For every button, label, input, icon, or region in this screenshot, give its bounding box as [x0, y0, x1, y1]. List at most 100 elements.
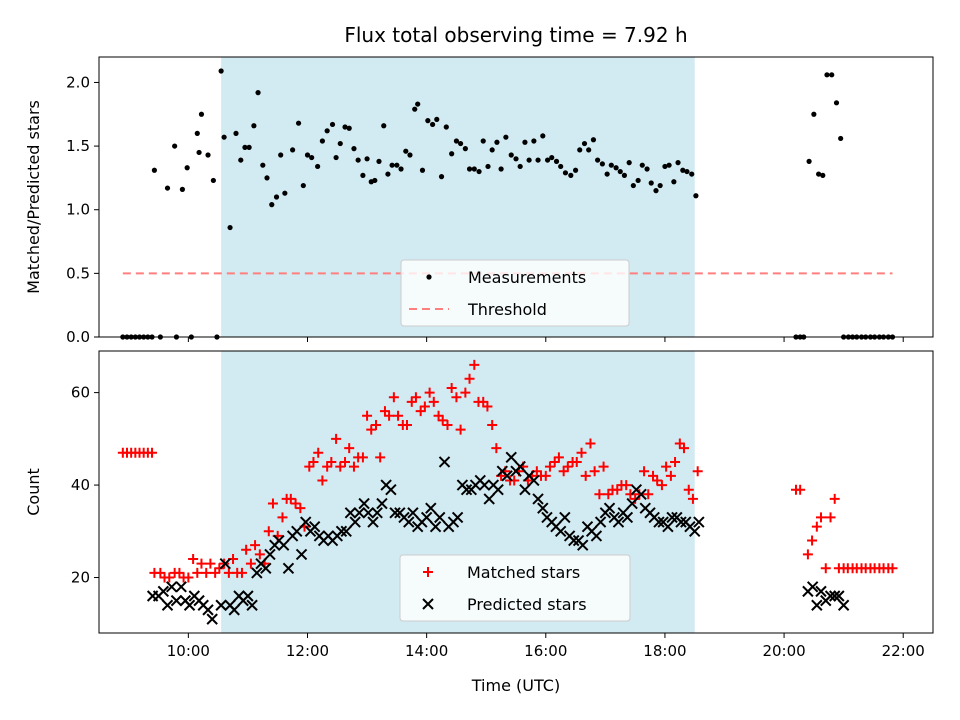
data-point — [621, 511, 634, 524]
series-predicted-stars — [146, 451, 850, 625]
data-point — [553, 452, 564, 463]
data-point — [617, 168, 623, 175]
data-point — [342, 124, 348, 130]
data-point — [825, 512, 836, 523]
data-point — [308, 520, 321, 533]
data-point — [344, 507, 357, 519]
data-point — [245, 558, 256, 569]
data-point — [811, 599, 823, 611]
data-point — [572, 167, 579, 173]
data-point — [273, 194, 280, 200]
data-point — [648, 180, 654, 186]
data-point — [401, 419, 412, 430]
data-point — [683, 484, 694, 495]
data-point — [188, 554, 199, 565]
data-point — [170, 594, 183, 607]
data-point — [388, 392, 399, 403]
data-point — [626, 160, 632, 166]
data-point — [335, 461, 346, 472]
data-point — [331, 433, 342, 444]
data-point — [837, 599, 850, 611]
y-tick-label: 60 — [71, 384, 90, 402]
data-point — [372, 177, 378, 184]
data-point — [657, 182, 663, 189]
y-tick-label: 1.0 — [66, 201, 90, 219]
data-point — [514, 460, 526, 473]
data-point — [183, 599, 196, 611]
y-tick-label: 0.5 — [66, 264, 90, 282]
data-point — [644, 166, 650, 172]
data-point — [333, 154, 339, 161]
data-point — [595, 157, 601, 163]
legend-label: Threshold — [467, 300, 547, 319]
data-point — [196, 149, 202, 156]
data-point — [643, 489, 654, 500]
data-point — [389, 162, 395, 168]
data-point — [662, 163, 668, 170]
data-point — [498, 166, 504, 172]
data-point — [653, 188, 659, 194]
data-point — [621, 480, 632, 491]
data-point — [206, 613, 218, 625]
data-point — [425, 118, 431, 124]
data-point — [376, 497, 388, 510]
x-tick-label: 22:00 — [882, 642, 925, 660]
data-point — [693, 516, 705, 528]
data-point — [554, 525, 567, 538]
data-point — [816, 512, 827, 523]
data-point — [820, 563, 831, 574]
y-tick-label: 1.5 — [66, 137, 90, 155]
data-point — [219, 557, 231, 570]
data-point — [815, 585, 827, 598]
x-tick-label: 12:00 — [286, 642, 329, 660]
data-point — [568, 534, 580, 547]
data-point — [517, 163, 523, 170]
data-point — [340, 456, 351, 467]
data-point — [236, 567, 247, 578]
data-point — [438, 456, 451, 468]
data-point — [671, 179, 677, 185]
data-point — [621, 172, 628, 178]
data-point — [410, 392, 421, 403]
data-point — [580, 470, 591, 481]
data-point — [215, 599, 227, 611]
data-point — [214, 563, 225, 574]
data-point — [290, 147, 296, 153]
data-point — [887, 563, 898, 574]
data-point — [675, 516, 687, 528]
data-point — [308, 456, 319, 467]
data-point — [360, 172, 366, 178]
data-point — [662, 520, 674, 533]
data-point — [358, 497, 370, 510]
data-point — [157, 585, 170, 598]
data-point — [304, 152, 311, 158]
data-point — [522, 139, 528, 145]
data-point — [806, 158, 812, 164]
ratio-panel: 0.0 0.5 1.0 1.5 2.0 Matched/Predicted stars Me… — [24, 56, 934, 346]
data-point — [394, 162, 400, 168]
data-point — [562, 461, 573, 472]
data-point — [590, 137, 597, 143]
y-tick-label: 0.0 — [66, 328, 90, 346]
data-point — [228, 604, 240, 616]
data-point — [425, 502, 437, 514]
data-point — [480, 138, 486, 144]
data-point — [285, 493, 296, 504]
data-point — [165, 581, 178, 593]
data-point — [811, 111, 817, 117]
data-point — [277, 512, 288, 523]
data-point — [438, 174, 445, 180]
data-point — [446, 382, 457, 393]
data-point — [833, 100, 840, 106]
data-point — [329, 121, 336, 128]
data-point — [202, 604, 214, 616]
data-point — [255, 90, 261, 96]
data-point — [613, 165, 619, 171]
y-tick-label: 20 — [71, 569, 90, 587]
data-point — [403, 516, 415, 528]
x-tick-label: 18:00 — [643, 642, 686, 660]
data-point — [291, 525, 303, 538]
data-point — [666, 511, 678, 524]
data-point — [309, 154, 315, 161]
data-point — [568, 172, 574, 178]
